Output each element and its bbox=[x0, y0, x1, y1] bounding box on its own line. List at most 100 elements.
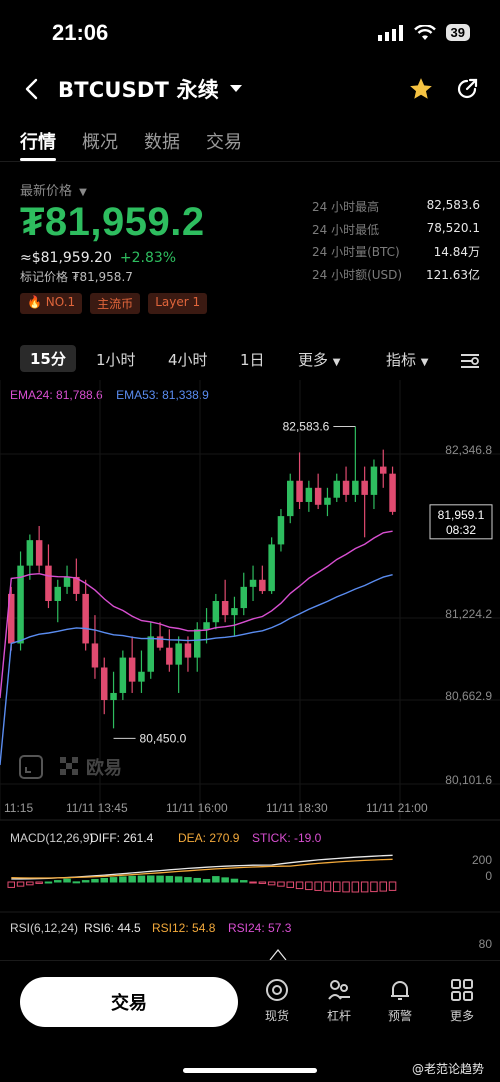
more-button[interactable]: 更多 bbox=[437, 977, 487, 1024]
rsi-legend-item: RSI(6,12,24) bbox=[10, 921, 78, 935]
status-icons: 39 bbox=[377, 24, 470, 41]
candle-body bbox=[101, 667, 108, 701]
chart-annotations: 82,583.6 80,450.0 81,959.108:32 bbox=[113, 419, 493, 745]
last-price-tag-value: 81,959.1 bbox=[438, 508, 485, 522]
tag-list: 🔥 NO.1 主流币 Layer 1 bbox=[20, 293, 208, 314]
candle-body bbox=[324, 497, 331, 505]
alert-label: 预警 bbox=[387, 1009, 412, 1023]
main-tabs: 行情 概况 数据 交易 bbox=[0, 122, 500, 162]
macd-histogram-bar bbox=[295, 881, 304, 890]
okx-logo-icon: 欧易 bbox=[60, 757, 122, 779]
macd-histogram-bar bbox=[240, 880, 248, 883]
caret-down-icon: ▼ bbox=[332, 357, 341, 368]
interval-1d[interactable]: 1日 bbox=[240, 351, 265, 369]
macd-histogram-bar bbox=[314, 881, 322, 891]
macd-legend-item: STICK: -19.0 bbox=[252, 831, 322, 845]
trade-button[interactable]: 交易 bbox=[20, 977, 238, 1027]
macd-histogram-bar bbox=[26, 881, 34, 886]
macd-histogram-bar bbox=[72, 881, 81, 884]
stat-label: 24 小时最低 bbox=[312, 222, 380, 237]
candle-body bbox=[35, 540, 43, 566]
interval-1h[interactable]: 1小时 bbox=[96, 351, 136, 369]
rsi-axis-label: 80 bbox=[479, 937, 493, 951]
chart-area[interactable]: EMA24: 81,788.6 EMA53: 81,338.9 82,583.6… bbox=[0, 380, 500, 960]
macd-histogram-bar bbox=[128, 875, 136, 883]
candle-body bbox=[82, 593, 89, 644]
favorite-star-icon[interactable] bbox=[408, 76, 434, 102]
time-axis-label: 11:15 bbox=[4, 801, 33, 815]
tag-layer1[interactable]: Layer 1 bbox=[148, 293, 208, 314]
interval-more[interactable]: 更多 ▼ bbox=[298, 349, 341, 370]
tab-data[interactable]: 数据 bbox=[144, 132, 180, 153]
home-indicator[interactable] bbox=[183, 1068, 317, 1073]
stat-value: 82,583.6 bbox=[426, 198, 480, 212]
pair-dropdown-icon[interactable] bbox=[228, 80, 244, 96]
candle-body bbox=[361, 480, 368, 495]
back-arrow-icon[interactable] bbox=[20, 76, 46, 102]
macd-panel: MACD(12,26,9)DIFF: 261.4 DEA: 270.9 STICK:… bbox=[0, 831, 500, 913]
candle-body bbox=[63, 576, 71, 587]
price-axis-label: 80,101.6 bbox=[445, 773, 492, 787]
ema24-value: EMA24: 81,788.6 bbox=[10, 388, 103, 402]
candle-body bbox=[17, 565, 24, 644]
bell-icon bbox=[391, 981, 409, 1000]
macd-histogram-bar bbox=[63, 878, 71, 883]
rsi-panel: RSI(6,12,24) RSI6: 44.5 RSI12: 54.8 RSI24: … bbox=[10, 921, 492, 960]
fullscreen-icon[interactable] bbox=[18, 754, 44, 780]
high-price-label: 82,583.6 bbox=[283, 419, 330, 433]
candle-body bbox=[212, 601, 220, 623]
price-change-percent: +2.83% bbox=[119, 250, 177, 266]
stat-row-low: 24 小时最低 78,520.1 bbox=[312, 221, 480, 244]
price-axis-label: 80,662.9 bbox=[445, 689, 492, 703]
ema24-line bbox=[0, 530, 393, 699]
tab-market[interactable]: 行情 bbox=[20, 132, 56, 153]
nav-bar: BTCUSDT 永续 bbox=[0, 64, 500, 114]
tag-mainstream[interactable]: 主流币 bbox=[90, 293, 141, 314]
macd-histogram-bar bbox=[258, 881, 267, 884]
leverage-icon bbox=[328, 980, 350, 1000]
indicator-menu[interactable]: 指标 ▼ bbox=[386, 349, 429, 370]
macd-legend-item: DIFF: 261.4 bbox=[90, 831, 154, 845]
source-watermark: @老范论趋势 bbox=[411, 1062, 484, 1076]
candle-body bbox=[138, 671, 145, 682]
rsi6-line bbox=[269, 949, 287, 960]
candle-body bbox=[184, 643, 192, 658]
candle-body bbox=[166, 647, 173, 665]
last-price-label-text: 最新价格 bbox=[20, 184, 73, 199]
macd-dea-line bbox=[11, 858, 393, 879]
candle-body bbox=[370, 466, 378, 495]
ema53-line bbox=[0, 574, 393, 766]
tab-overview[interactable]: 概况 bbox=[82, 132, 118, 153]
stat-value: 78,520.1 bbox=[426, 220, 480, 235]
interval-bar: 15分 1小时 4小时 1日 更多 ▼ 指标 ▼ bbox=[0, 342, 500, 378]
macd-histogram-bar bbox=[81, 880, 90, 883]
time-axis-label: 11/11 18:30 bbox=[266, 801, 328, 815]
stat-row-volume: 24 小时量(BTC) 14.84万 bbox=[312, 243, 480, 266]
candle-body bbox=[26, 540, 34, 566]
leverage-button[interactable]: 杠杆 bbox=[314, 977, 364, 1024]
candlestick-chart[interactable]: 82,583.6 80,450.0 81,959.108:32 82,346.8 81… bbox=[0, 380, 500, 960]
macd-diff-line bbox=[11, 854, 393, 880]
stat-value: 121.63亿 bbox=[426, 267, 480, 282]
chart-settings-icon[interactable] bbox=[460, 352, 480, 370]
svg-text:欧易: 欧易 bbox=[86, 757, 122, 779]
pair-title[interactable]: BTCUSDT 永续 bbox=[58, 78, 219, 102]
macd-histogram-bar bbox=[54, 880, 62, 883]
last-price-label[interactable]: 最新价格 ▼ bbox=[20, 180, 87, 199]
tab-trade[interactable]: 交易 bbox=[206, 132, 242, 153]
time-axis-label: 11/11 21:00 bbox=[366, 801, 428, 815]
candle-body bbox=[45, 565, 52, 601]
interval-4h[interactable]: 4小时 bbox=[168, 351, 208, 369]
macd-histogram-bar bbox=[174, 876, 183, 883]
spot-button[interactable]: 现货 bbox=[252, 977, 302, 1024]
macd-histogram-bar bbox=[388, 881, 397, 891]
alert-button[interactable]: 预警 bbox=[375, 977, 425, 1024]
status-bar: 21:06 39 bbox=[0, 0, 500, 64]
interval-15m[interactable]: 15分 bbox=[20, 345, 76, 372]
tag-rank[interactable]: 🔥 NO.1 bbox=[20, 293, 83, 314]
macd-legend-item: DEA: 270.9 bbox=[178, 831, 240, 845]
candle-body bbox=[287, 480, 294, 517]
share-icon[interactable] bbox=[454, 76, 480, 102]
candle-body bbox=[240, 586, 247, 609]
stat-row-high: 24 小时最高 82,583.6 bbox=[312, 198, 480, 221]
